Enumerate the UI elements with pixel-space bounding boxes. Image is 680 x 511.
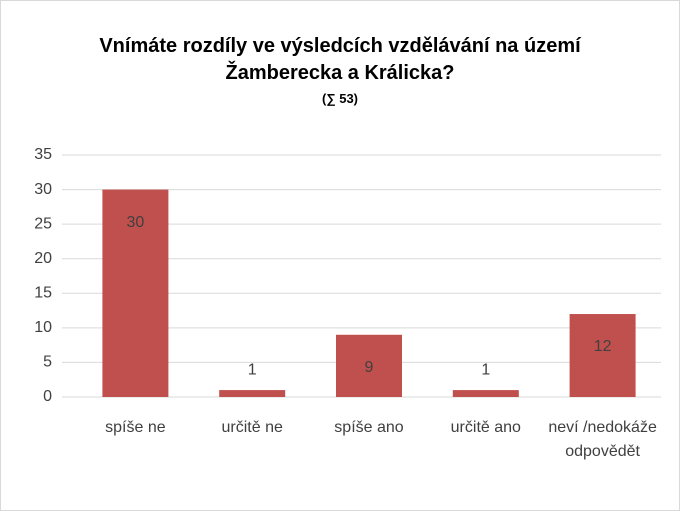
data-label: 1: [481, 361, 490, 378]
y-tick-label: 25: [34, 215, 52, 232]
y-tick-label: 20: [34, 250, 52, 267]
bar: [102, 189, 169, 397]
chart-title: Vnímáte rozdíly ve výsledcích vzdělávání…: [99, 35, 581, 84]
y-tick-label: 10: [34, 319, 52, 336]
data-label: 12: [594, 338, 612, 355]
y-tick-label: 30: [34, 181, 52, 198]
x-tick-label: spíše ne: [105, 419, 166, 436]
bar: [452, 390, 519, 397]
y-tick-label: 0: [43, 388, 52, 405]
data-label: 1: [248, 361, 257, 378]
data-label: 30: [127, 214, 145, 231]
x-tick-label: určitě ano: [450, 419, 521, 436]
bar: [336, 334, 402, 397]
y-tick-label: 35: [34, 146, 52, 163]
x-tick-label: spíše ano: [334, 419, 404, 436]
x-tick-label: určitě ne: [221, 419, 283, 436]
bar: [219, 390, 286, 397]
x-tick-label: neví /nedokáže odpovědět: [548, 419, 657, 460]
y-tick-label: 15: [34, 285, 52, 302]
bar: [569, 314, 636, 397]
data-label: 9: [365, 359, 374, 376]
y-tick-label: 5: [43, 354, 52, 371]
chart-subtitle: (∑ 53): [322, 91, 358, 106]
